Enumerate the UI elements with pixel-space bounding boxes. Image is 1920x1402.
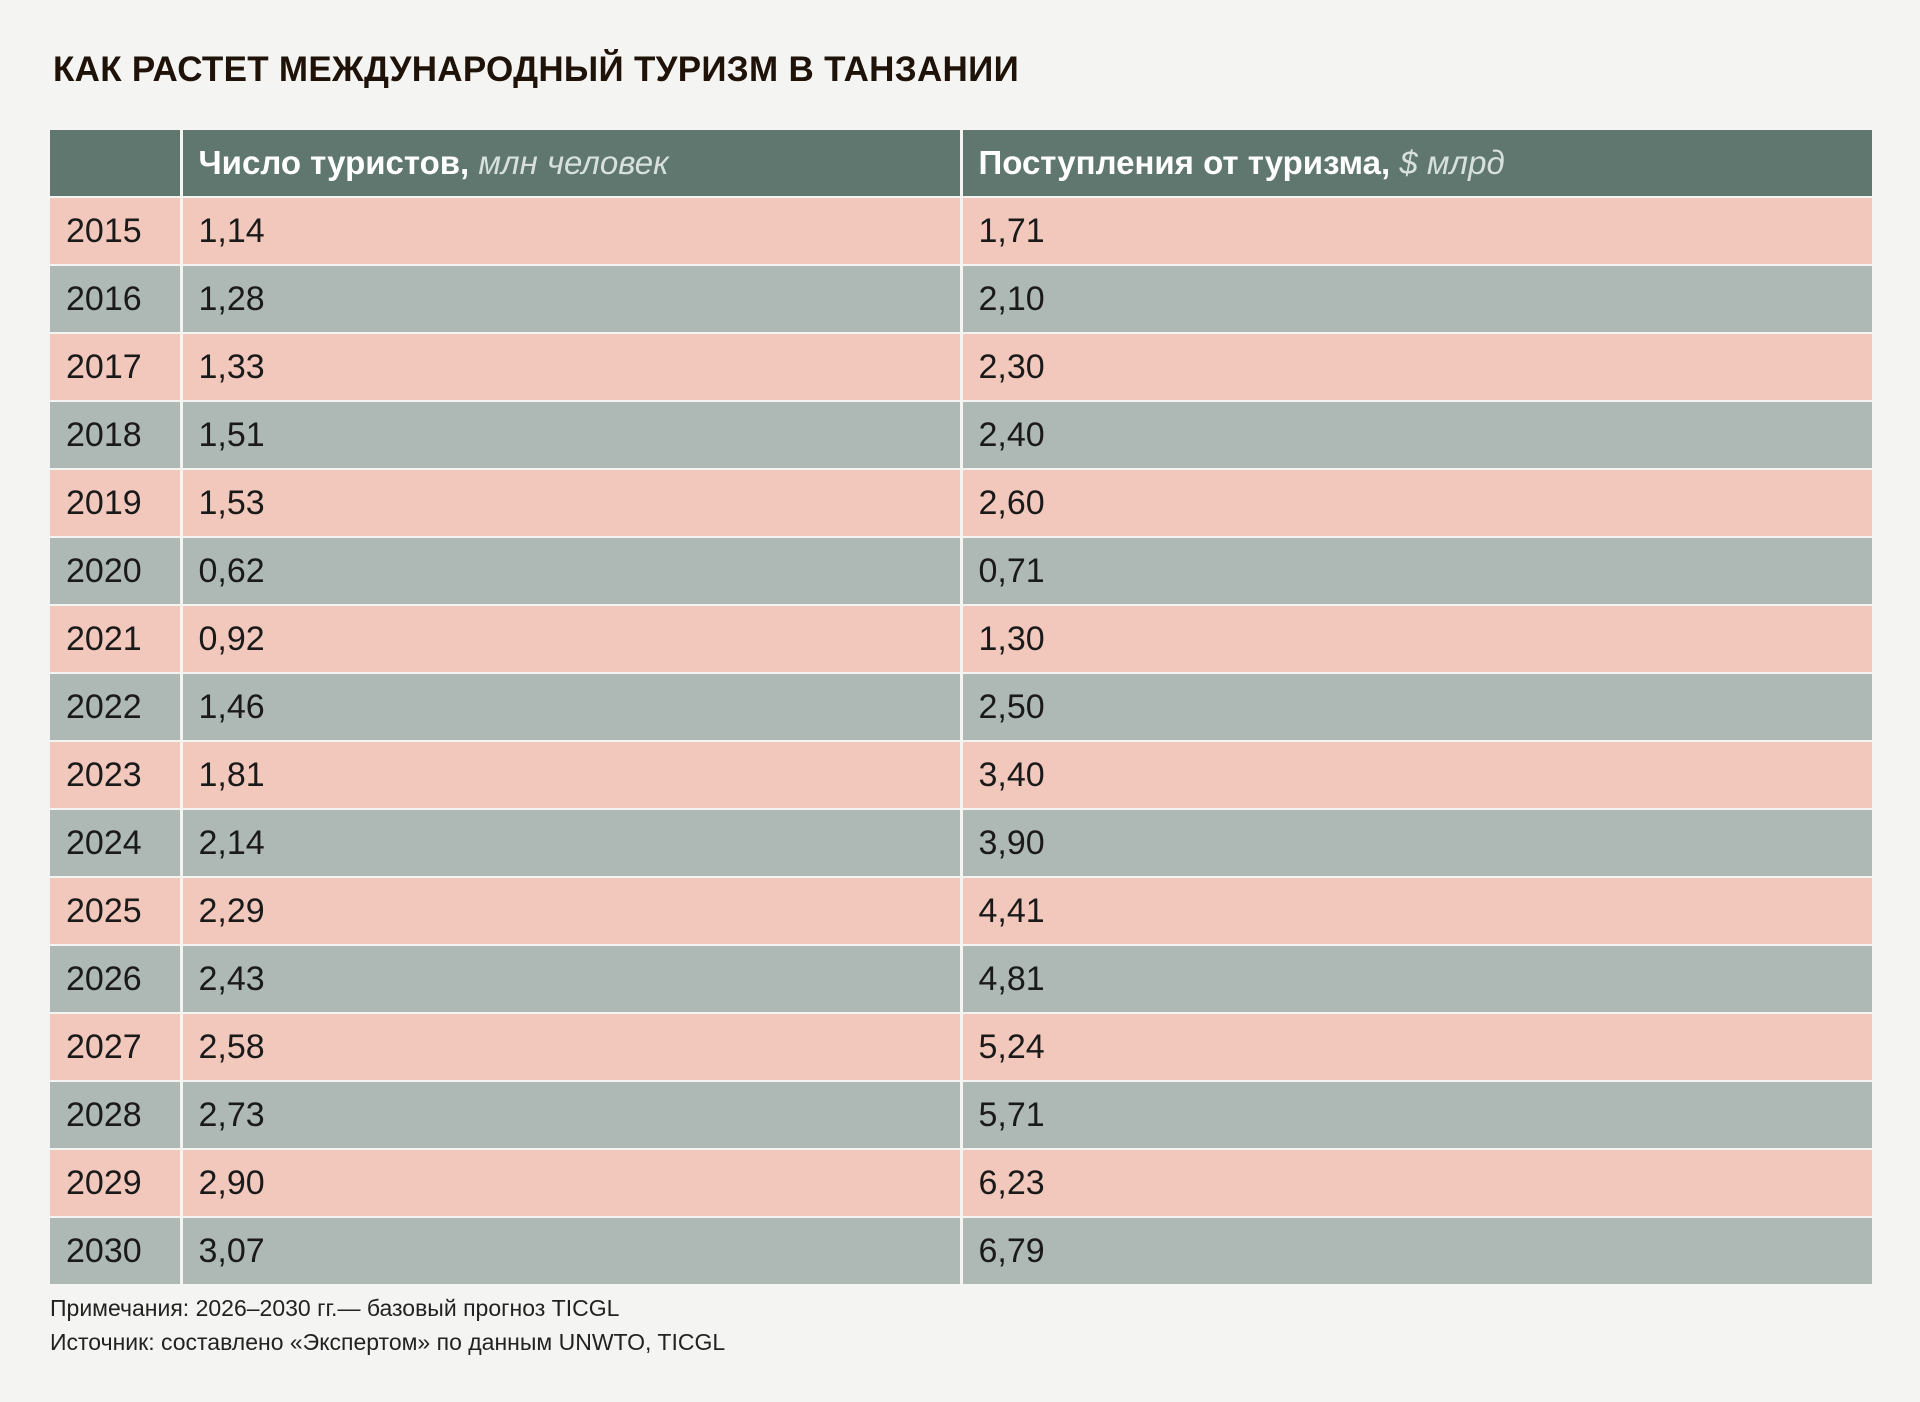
revenue-cell: 2,50 bbox=[961, 673, 1872, 742]
tourists-cell: 2,90 bbox=[181, 1149, 963, 1218]
tourists-cell: 1,28 bbox=[181, 265, 963, 334]
year-cell: 2023 bbox=[50, 741, 183, 810]
table-row: 2030 3,07 6,79 bbox=[50, 1217, 1872, 1286]
table-body: 2015 1,14 1,71 2016 1,28 2,10 2017 1,33 2,30 2018… bbox=[50, 197, 1872, 1286]
table-row: 2018 1,51 2,40 bbox=[50, 401, 1872, 470]
revenue-cell: 2,10 bbox=[961, 265, 1872, 334]
table-row: 2020 0,62 0,71 bbox=[50, 537, 1872, 606]
table-row: 2017 1,33 2,30 bbox=[50, 333, 1872, 402]
table-row: 2029 2,90 6,23 bbox=[50, 1149, 1872, 1218]
revenue-cell: 1,30 bbox=[961, 605, 1872, 674]
tourists-cell: 1,46 bbox=[181, 673, 963, 742]
year-cell: 2021 bbox=[50, 605, 183, 674]
revenue-cell: 5,24 bbox=[961, 1013, 1872, 1082]
year-cell: 2015 bbox=[50, 197, 183, 266]
table-header: Число туристов, млн человек Поступления … bbox=[50, 130, 1872, 198]
table-row: 2019 1,53 2,60 bbox=[50, 469, 1872, 538]
year-cell: 2025 bbox=[50, 877, 183, 946]
tourists-cell: 2,29 bbox=[181, 877, 963, 946]
table-row: 2026 2,43 4,81 bbox=[50, 945, 1872, 1014]
table-row: 2024 2,14 3,90 bbox=[50, 809, 1872, 878]
revenue-cell: 2,60 bbox=[961, 469, 1872, 538]
tourists-cell: 0,62 bbox=[181, 537, 963, 606]
year-cell: 2017 bbox=[50, 333, 183, 402]
revenue-cell: 6,23 bbox=[961, 1149, 1872, 1218]
tourists-cell: 2,73 bbox=[181, 1081, 963, 1150]
revenue-cell: 3,40 bbox=[961, 741, 1872, 810]
revenue-cell: 5,71 bbox=[961, 1081, 1872, 1150]
note-text: Примечания: 2026–2030 гг.— базовый прогн… bbox=[50, 1295, 620, 1321]
tourists-cell: 1,33 bbox=[181, 333, 963, 402]
table-row: 2015 1,14 1,71 bbox=[50, 197, 1872, 266]
footnotes: Примечания: 2026–2030 гг.— базовый прогн… bbox=[50, 1291, 725, 1359]
revenue-cell: 6,79 bbox=[961, 1217, 1872, 1286]
year-cell: 2029 bbox=[50, 1149, 183, 1218]
table-row: 2023 1,81 3,40 bbox=[50, 741, 1872, 810]
page-title: КАК РАСТЕТ МЕЖДУНАРОДНЫЙ ТУРИЗМ В ТАНЗАН… bbox=[53, 50, 1020, 89]
table-row: 2028 2,73 5,71 bbox=[50, 1081, 1872, 1150]
tourists-cell: 1,81 bbox=[181, 741, 963, 810]
header-year bbox=[50, 130, 183, 198]
year-cell: 2019 bbox=[50, 469, 183, 538]
header-revenue-label: Поступления от туризма, bbox=[978, 144, 1391, 181]
year-cell: 2022 bbox=[50, 673, 183, 742]
year-cell: 2020 bbox=[50, 537, 183, 606]
table-row: 2027 2,58 5,24 bbox=[50, 1013, 1872, 1082]
year-cell: 2026 bbox=[50, 945, 183, 1014]
tourists-cell: 2,58 bbox=[181, 1013, 963, 1082]
table-row: 2025 2,29 4,41 bbox=[50, 877, 1872, 946]
year-cell: 2018 bbox=[50, 401, 183, 470]
tourists-cell: 1,51 bbox=[181, 401, 963, 470]
header-tourists-unit: млн человек bbox=[478, 144, 669, 181]
year-cell: 2030 bbox=[50, 1217, 183, 1286]
revenue-cell: 3,90 bbox=[961, 809, 1872, 878]
year-cell: 2024 bbox=[50, 809, 183, 878]
tourists-cell: 2,14 bbox=[181, 809, 963, 878]
header-revenue-unit: $ млрд bbox=[1399, 144, 1505, 181]
year-cell: 2027 bbox=[50, 1013, 183, 1082]
table-row: 2022 1,46 2,50 bbox=[50, 673, 1872, 742]
header-row: Число туристов, млн человек Поступления … bbox=[50, 130, 1872, 198]
tourists-cell: 3,07 bbox=[181, 1217, 963, 1286]
source-text: Источник: составлено «Экспертом» по данн… bbox=[50, 1329, 726, 1355]
revenue-cell: 0,71 bbox=[961, 537, 1872, 606]
tourism-table: Число туристов, млн человек Поступления … bbox=[50, 130, 1872, 1286]
year-cell: 2016 bbox=[50, 265, 183, 334]
revenue-cell: 4,41 bbox=[961, 877, 1872, 946]
revenue-cell: 2,40 bbox=[961, 401, 1872, 470]
revenue-cell: 2,30 bbox=[961, 333, 1872, 402]
header-tourists: Число туристов, млн человек bbox=[181, 130, 963, 198]
table-row: 2021 0,92 1,30 bbox=[50, 605, 1872, 674]
year-cell: 2028 bbox=[50, 1081, 183, 1150]
tourists-cell: 2,43 bbox=[181, 945, 963, 1014]
header-tourists-label: Число туристов, bbox=[198, 144, 470, 181]
tourists-cell: 1,14 bbox=[181, 197, 963, 266]
tourists-cell: 1,53 bbox=[181, 469, 963, 538]
tourists-cell: 0,92 bbox=[181, 605, 963, 674]
revenue-cell: 1,71 bbox=[961, 197, 1872, 266]
table-row: 2016 1,28 2,10 bbox=[50, 265, 1872, 334]
header-revenue: Поступления от туризма, $ млрд bbox=[961, 130, 1872, 198]
revenue-cell: 4,81 bbox=[961, 945, 1872, 1014]
